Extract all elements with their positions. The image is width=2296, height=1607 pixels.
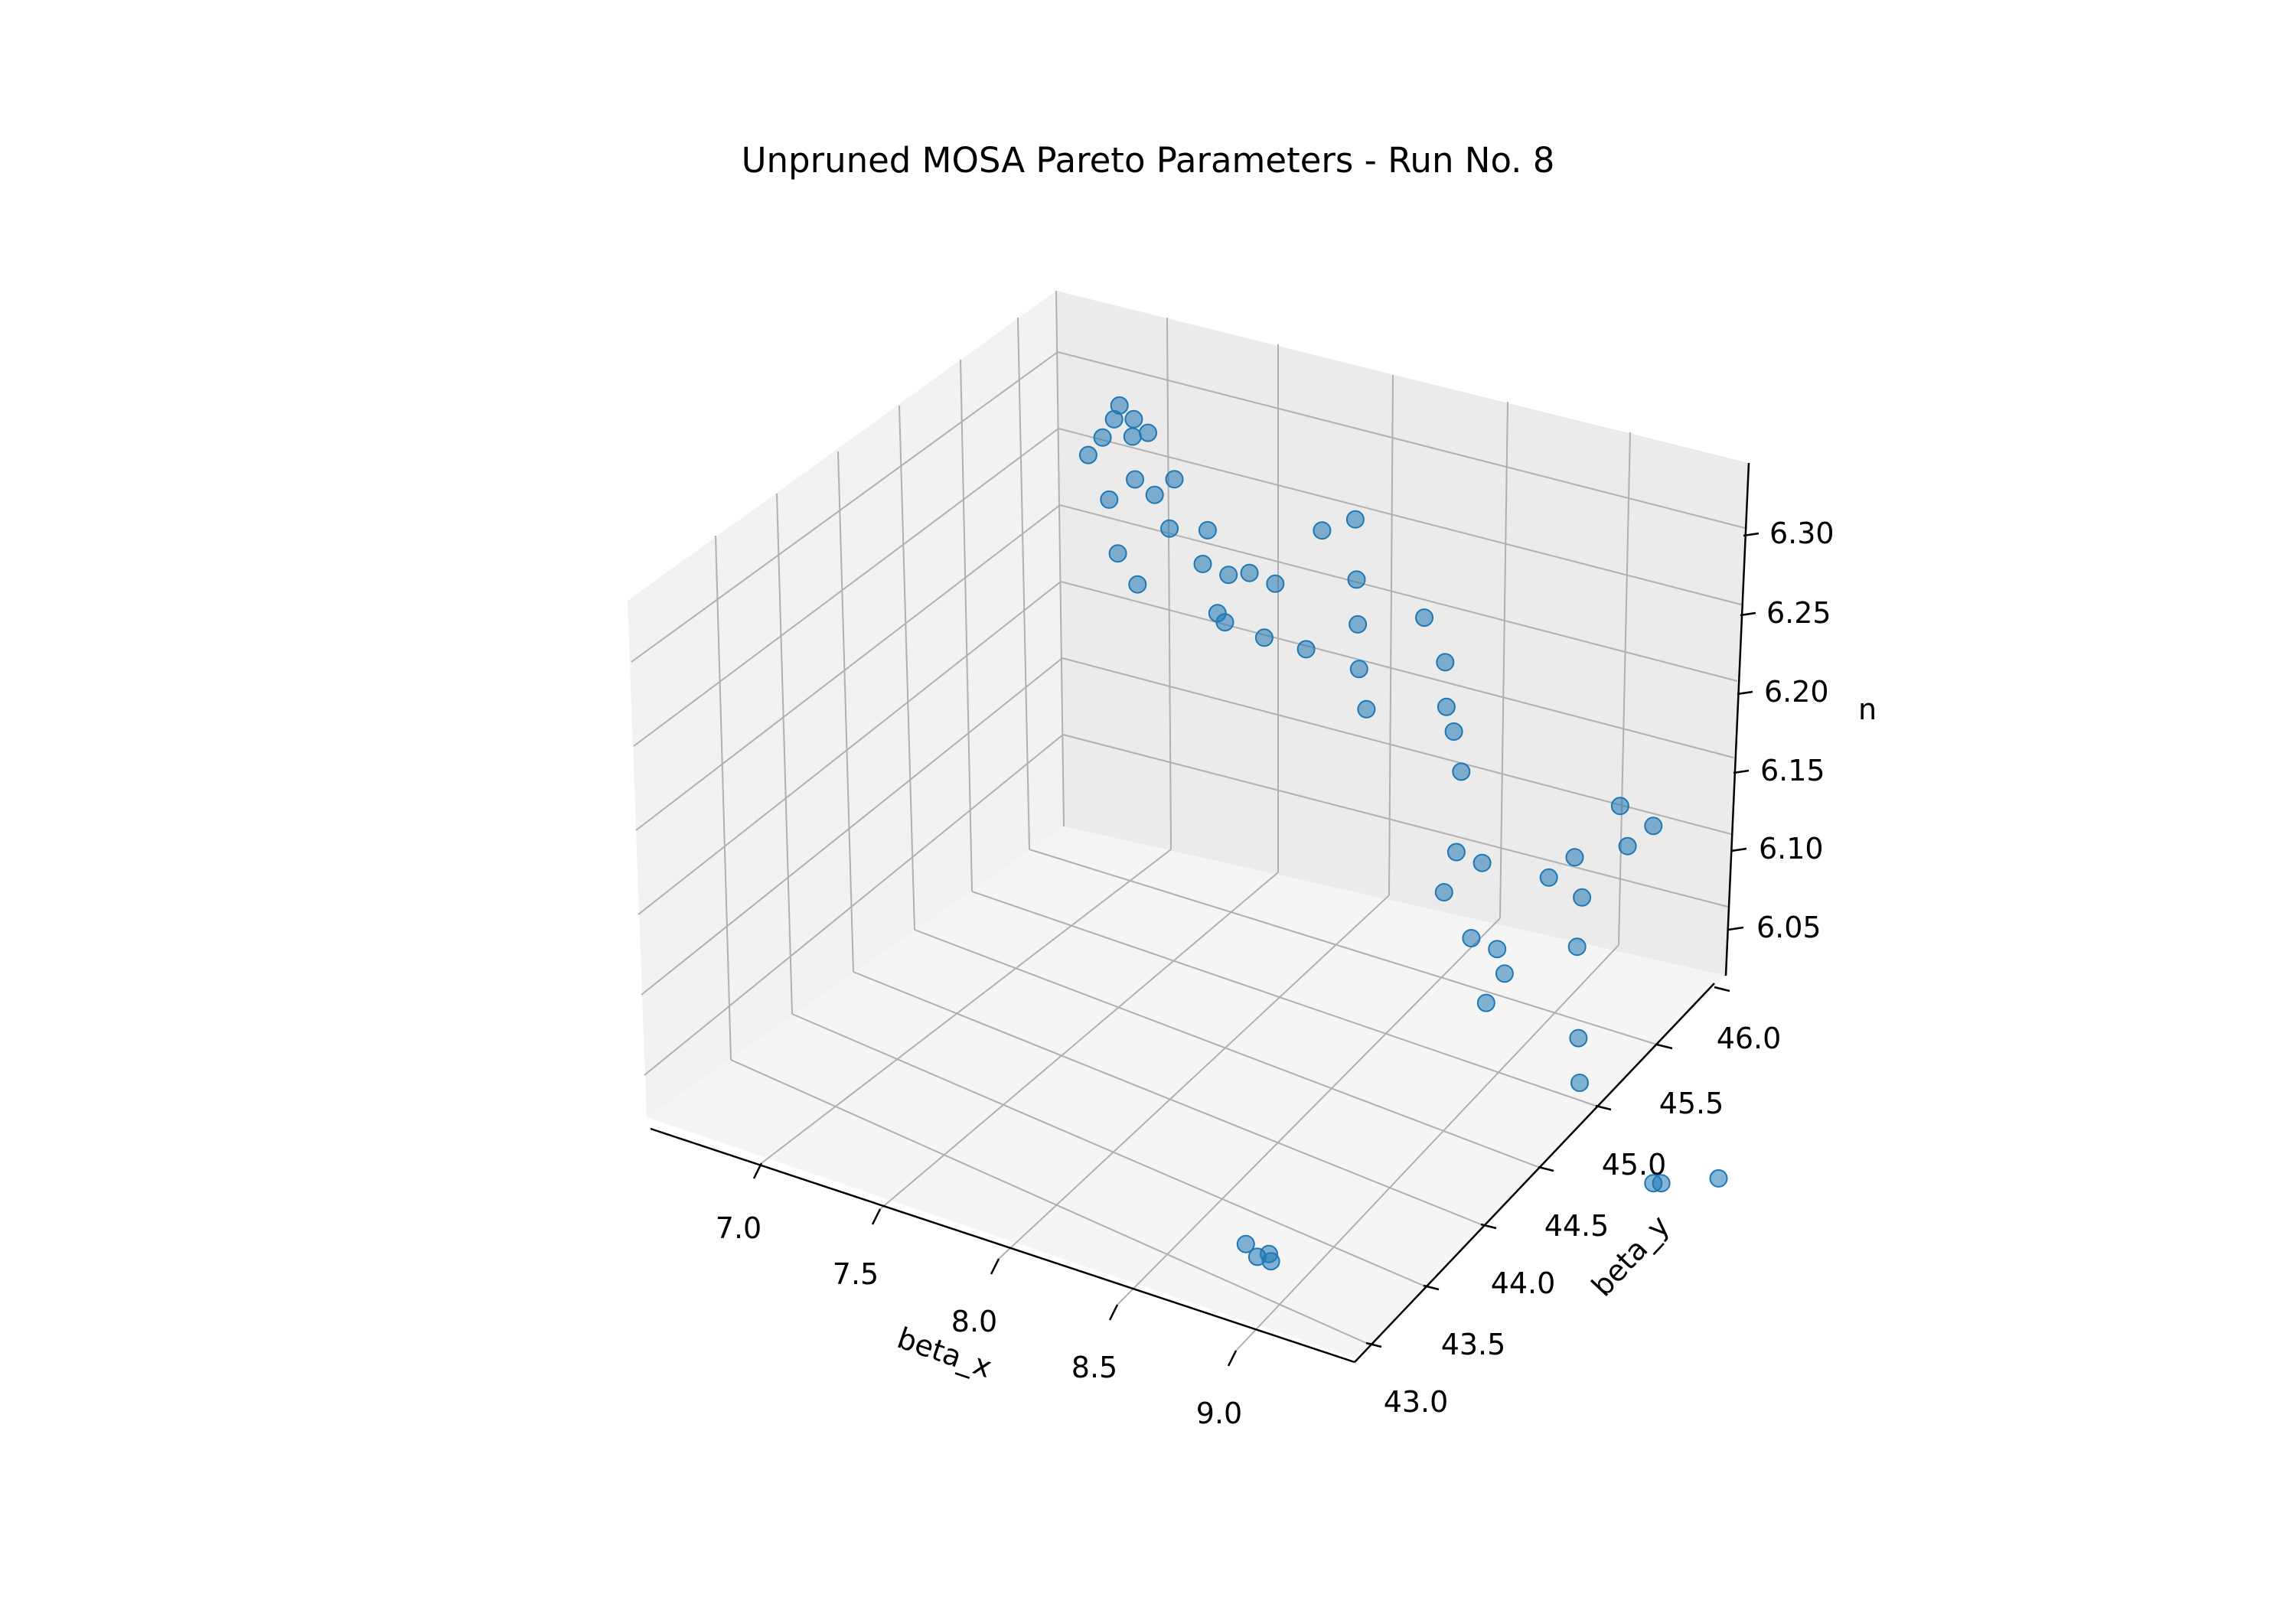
data-point xyxy=(1473,853,1492,872)
data-point xyxy=(1488,940,1507,959)
data-point xyxy=(1495,964,1514,983)
data-point xyxy=(1436,653,1455,672)
data-point xyxy=(1193,555,1212,573)
data-point xyxy=(1462,929,1481,947)
y-tick-labels: 43.0 43.5 44.0 44.5 45.0 45.5 46.0 xyxy=(1384,1022,1782,1419)
data-point xyxy=(1160,519,1179,538)
pane-floor xyxy=(647,826,1726,1358)
y-tick-label: 44.5 xyxy=(1544,1209,1609,1243)
grid-lines xyxy=(631,290,1746,1351)
data-point xyxy=(1215,613,1234,632)
data-point xyxy=(1437,697,1456,716)
data-point xyxy=(1108,544,1127,563)
z-tick-label: 6.30 xyxy=(1769,517,1835,550)
data-point xyxy=(1539,868,1558,887)
data-point xyxy=(1610,797,1629,816)
data-point xyxy=(1444,722,1463,741)
data-point xyxy=(1446,843,1466,862)
data-point xyxy=(1240,563,1259,582)
z-tick-label: 6.10 xyxy=(1759,832,1824,865)
x-axis-line xyxy=(650,1127,1355,1364)
data-point xyxy=(1139,423,1157,442)
data-point xyxy=(1452,762,1471,781)
z-tick-labels: 6.05 6.10 6.15 6.20 6.25 6.30 xyxy=(1756,517,1835,944)
data-point xyxy=(1093,428,1112,447)
data-point xyxy=(1652,1174,1671,1193)
x-tick-label: 8.5 xyxy=(1071,1351,1117,1384)
z-axis-label: n xyxy=(1858,693,1877,726)
data-point xyxy=(1573,888,1592,907)
data-point xyxy=(1476,993,1495,1012)
y-axis-line xyxy=(1354,983,1715,1363)
data-point xyxy=(1357,699,1376,719)
data-point xyxy=(1124,409,1143,429)
data-point xyxy=(1126,470,1144,489)
axis-lines xyxy=(650,462,1750,1364)
data-point xyxy=(1100,490,1119,509)
pane-back xyxy=(1056,291,1749,976)
data-point xyxy=(1434,883,1453,901)
z-tick-label: 6.25 xyxy=(1766,596,1831,630)
chart-title: Unpruned MOSA Pareto Parameters - Run No… xyxy=(742,140,1555,181)
data-point xyxy=(1165,470,1184,489)
x-tick-label: 7.0 xyxy=(716,1211,762,1245)
data-point xyxy=(1349,660,1368,679)
axis-ticks xyxy=(752,532,1760,1367)
data-point xyxy=(1565,848,1584,867)
data-point xyxy=(1345,510,1365,529)
data-point xyxy=(1219,566,1238,585)
data-point xyxy=(1254,628,1274,647)
data-point xyxy=(1261,1252,1280,1271)
data-point xyxy=(1569,1028,1588,1048)
data-point xyxy=(1313,521,1332,540)
data-point xyxy=(1618,836,1637,856)
data-point xyxy=(1266,574,1285,593)
z-tick-label: 6.15 xyxy=(1760,754,1825,787)
z-tick-label: 6.20 xyxy=(1764,675,1829,709)
y-tick-label: 45.5 xyxy=(1659,1087,1724,1120)
x-tick-labels: 7.0 7.5 8.0 8.5 9.0 xyxy=(716,1211,1242,1430)
data-point xyxy=(1198,520,1217,539)
z-axis-line xyxy=(1724,462,1750,976)
data-point xyxy=(1709,1169,1728,1188)
data-point xyxy=(1078,445,1097,464)
data-point xyxy=(1415,608,1433,627)
z-tick-label: 6.05 xyxy=(1756,911,1821,944)
data-point xyxy=(1570,1074,1589,1092)
data-point xyxy=(1236,1234,1255,1253)
y-tick-label: 46.0 xyxy=(1717,1022,1782,1055)
data-point xyxy=(1644,817,1663,836)
x-tick-label: 8.0 xyxy=(951,1305,997,1338)
data-point xyxy=(1347,570,1366,589)
data-point xyxy=(1128,575,1147,594)
y-tick-label: 44.0 xyxy=(1491,1266,1556,1300)
data-point xyxy=(1110,396,1129,415)
data-point xyxy=(1296,640,1316,659)
x-tick-label: 9.0 xyxy=(1196,1397,1242,1430)
y-tick-label: 43.5 xyxy=(1441,1328,1506,1361)
scatter-points xyxy=(1078,396,1728,1271)
data-point xyxy=(1145,485,1164,504)
x-tick-label: 7.5 xyxy=(833,1257,879,1291)
y-tick-label: 43.0 xyxy=(1384,1385,1449,1419)
data-point xyxy=(1567,937,1587,957)
data-point xyxy=(1349,614,1368,634)
data-point xyxy=(1123,427,1142,446)
